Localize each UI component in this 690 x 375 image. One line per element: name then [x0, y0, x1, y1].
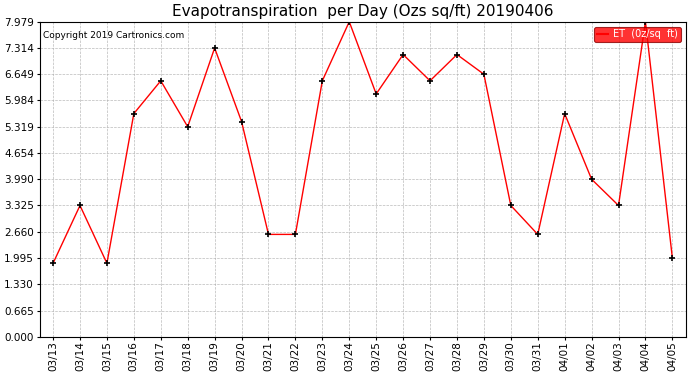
Title: Evapotranspiration  per Day (Ozs sq/ft) 20190406: Evapotranspiration per Day (Ozs sq/ft) 2…: [172, 4, 553, 19]
Legend: ET  (0z/sq  ft): ET (0z/sq ft): [593, 27, 681, 42]
Text: Copyright 2019 Cartronics.com: Copyright 2019 Cartronics.com: [43, 31, 184, 40]
